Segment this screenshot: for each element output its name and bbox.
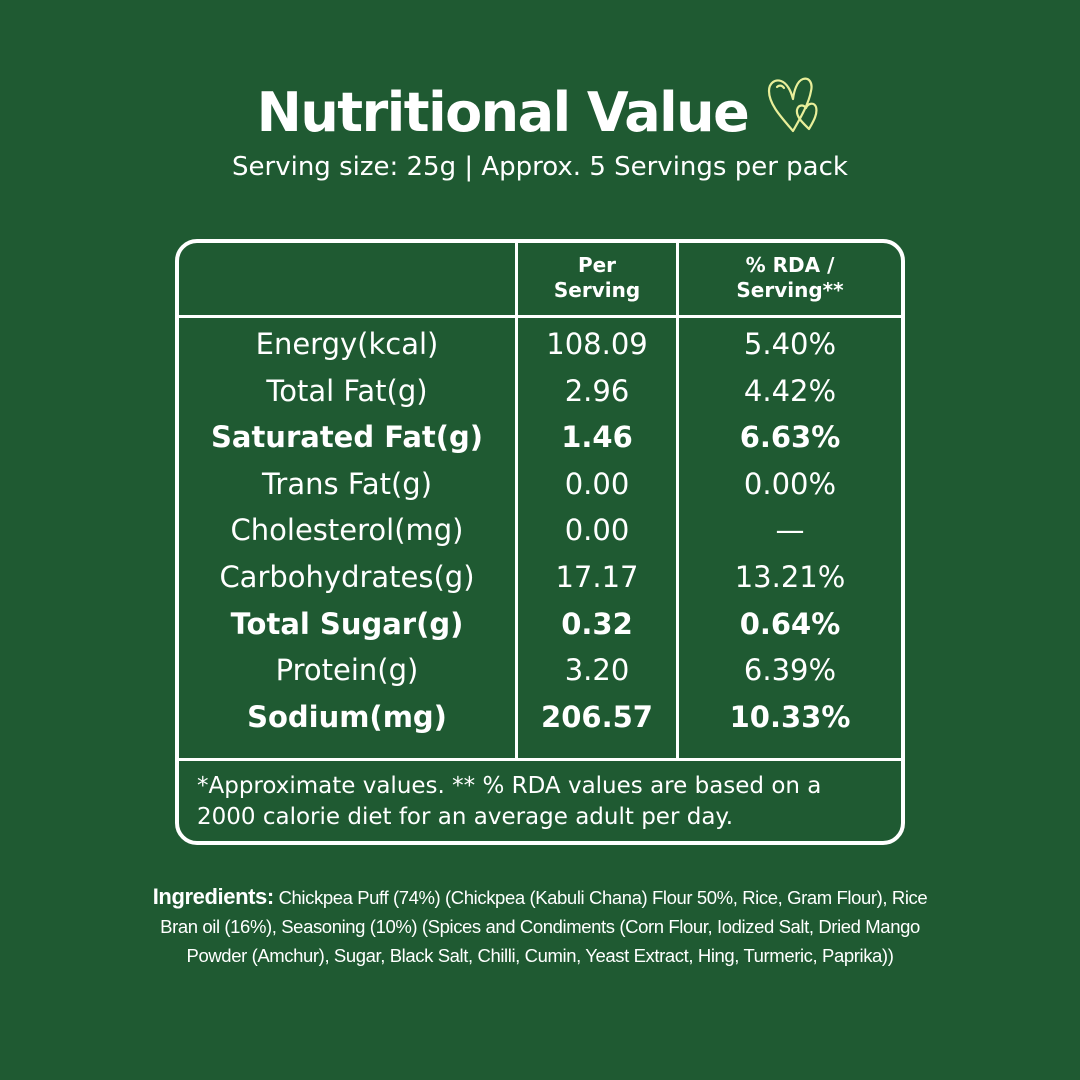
nutrient-name: Energy(kcal) bbox=[255, 327, 439, 361]
page-title: Nutritional Value bbox=[256, 81, 750, 144]
header-divider bbox=[179, 315, 901, 318]
table-row: Total Sugar(g) 0.32 0.64% bbox=[179, 601, 901, 648]
per-serving-value: 108.09 bbox=[546, 327, 648, 361]
nutrient-name: Cholesterol(mg) bbox=[230, 513, 464, 548]
nutrient-name: Total Sugar(g) bbox=[230, 606, 464, 641]
column-divider bbox=[676, 243, 679, 761]
nutrient-name: Carbohydrates(g) bbox=[219, 559, 475, 594]
nutrient-rows: Energy(kcal) 108.09 5.40% Total Fat(g) 2… bbox=[179, 321, 901, 740]
per-serving-value: 0.00 bbox=[564, 466, 630, 501]
table-row: Total Fat(g) 2.96 4.42% bbox=[179, 368, 901, 415]
table-row: Sodium(mg) 206.57 10.33% bbox=[179, 694, 901, 741]
table-row: Energy(kcal) 108.09 5.40% bbox=[179, 321, 901, 368]
ingredients-text: Chickpea Puff (74%) (Chickpea (Kabuli Ch… bbox=[160, 887, 928, 966]
nutrition-table: Per Serving % RDA / Serving** Energy(kca… bbox=[175, 239, 905, 845]
per-serving-value: 3.20 bbox=[564, 653, 630, 688]
table-row: Trans Fat(g) 0.00 0.00% bbox=[179, 461, 901, 508]
per-serving-value: 1.46 bbox=[561, 420, 633, 455]
nutrient-name: Trans Fat(g) bbox=[261, 466, 433, 501]
rda-value: 0.64% bbox=[739, 606, 841, 641]
per-serving-value: 206.57 bbox=[541, 699, 653, 734]
hearts-icon bbox=[763, 75, 823, 135]
rda-value: 6.63% bbox=[739, 420, 841, 455]
table-row: Saturated Fat(g) 1.46 6.63% bbox=[179, 414, 901, 461]
rda-value: 6.39% bbox=[743, 653, 837, 688]
per-serving-value: 2.96 bbox=[564, 373, 630, 408]
rda-value: 4.42% bbox=[743, 373, 837, 408]
ingredients-label: Ingredients: bbox=[152, 884, 275, 909]
ingredients-block: Ingredients: Chickpea Puff (74%) (Chickp… bbox=[140, 882, 940, 970]
table-row: Protein(g) 3.20 6.39% bbox=[179, 647, 901, 694]
header-rda: % RDA / Serving** bbox=[736, 253, 844, 302]
rda-value: 5.40% bbox=[743, 327, 837, 361]
footer-divider bbox=[179, 758, 901, 761]
table-row: Carbohydrates(g) 17.17 13.21% bbox=[179, 554, 901, 601]
per-serving-value: 17.17 bbox=[555, 559, 639, 594]
footnote: *Approximate values. ** % RDA values are… bbox=[197, 773, 822, 830]
nutrient-name: Total Fat(g) bbox=[266, 373, 428, 408]
rda-value: 10.33% bbox=[729, 699, 851, 734]
per-serving-value: 0.32 bbox=[561, 606, 633, 641]
title-block: Nutritional Value bbox=[0, 75, 1080, 148]
column-divider bbox=[515, 243, 518, 761]
nutrient-name: Protein(g) bbox=[275, 653, 419, 688]
serving-info: Serving size: 25g | Approx. 5 Servings p… bbox=[232, 152, 848, 182]
header-per-serving: Per Serving bbox=[553, 253, 641, 302]
rda-value: — bbox=[775, 513, 805, 548]
per-serving-value: 0.00 bbox=[564, 513, 630, 548]
rda-value: 0.00% bbox=[743, 466, 837, 501]
nutrient-name: Saturated Fat(g) bbox=[210, 420, 484, 455]
table-row: Cholesterol(mg) 0.00 — bbox=[179, 507, 901, 554]
rda-value: 13.21% bbox=[734, 559, 846, 594]
nutrient-name: Sodium(mg) bbox=[247, 699, 447, 734]
